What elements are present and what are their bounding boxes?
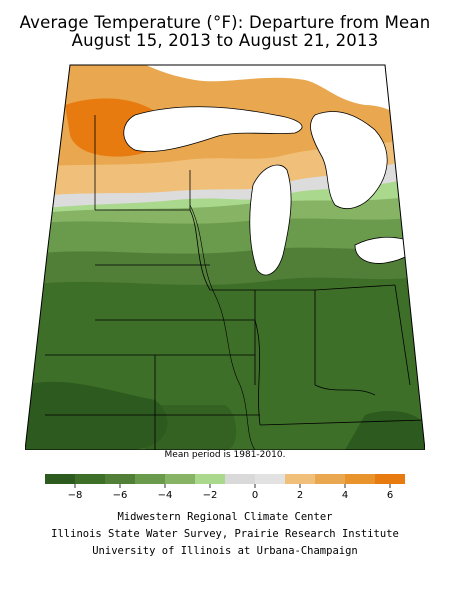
legend-tick-label: 6 [387,490,393,501]
credit-line-2: Illinois State Water Survey, Prairie Res… [51,528,399,540]
legend-swatch [195,474,226,484]
patch-dark-green-south [145,405,237,450]
map-title-line-2: August 15, 2013 to August 21, 2013 [71,31,379,50]
lake-superior [123,106,303,152]
legend-swatch [345,474,376,484]
legend-swatch [45,474,76,484]
lake-erie [354,236,417,264]
canada-area [125,65,425,135]
legend-tick-label: 4 [342,490,348,501]
legend-swatch [165,474,196,484]
credit-line-3: University of Illinois at Urbana-Champai… [92,545,358,557]
legend-tick-label: −4 [158,490,173,501]
credit-line-1: Midwestern Regional Climate Center [117,511,333,523]
legend-tick-label: 0 [252,490,258,501]
legend-swatch [75,474,106,484]
legend-tick-label: −2 [203,490,218,501]
legend-tick-label: −8 [68,490,83,501]
legend-swatch [135,474,166,484]
mean-period-note: Mean period is 1981-2010. [164,450,286,460]
legend-swatch [315,474,346,484]
legend-swatch [225,474,256,484]
legend-swatch [105,474,136,484]
lake-huron [310,111,388,209]
temperature-departure-map [25,64,425,450]
map-title-line-1: Average Temperature (°F): Departure from… [19,13,431,32]
legend-swatch [285,474,316,484]
state-boundaries [45,115,425,450]
color-legend: −8 −6 −4 −2 0 2 4 6 [45,474,405,501]
legend-tick-label: −6 [113,490,128,501]
lake-michigan [249,164,292,276]
legend-swatch [375,474,405,484]
map-frame [25,64,425,450]
patch-dark-green-sw [25,381,168,450]
legend-tick-label: 2 [297,490,303,501]
legend-swatch [255,474,286,484]
mississippi-river [189,204,256,450]
